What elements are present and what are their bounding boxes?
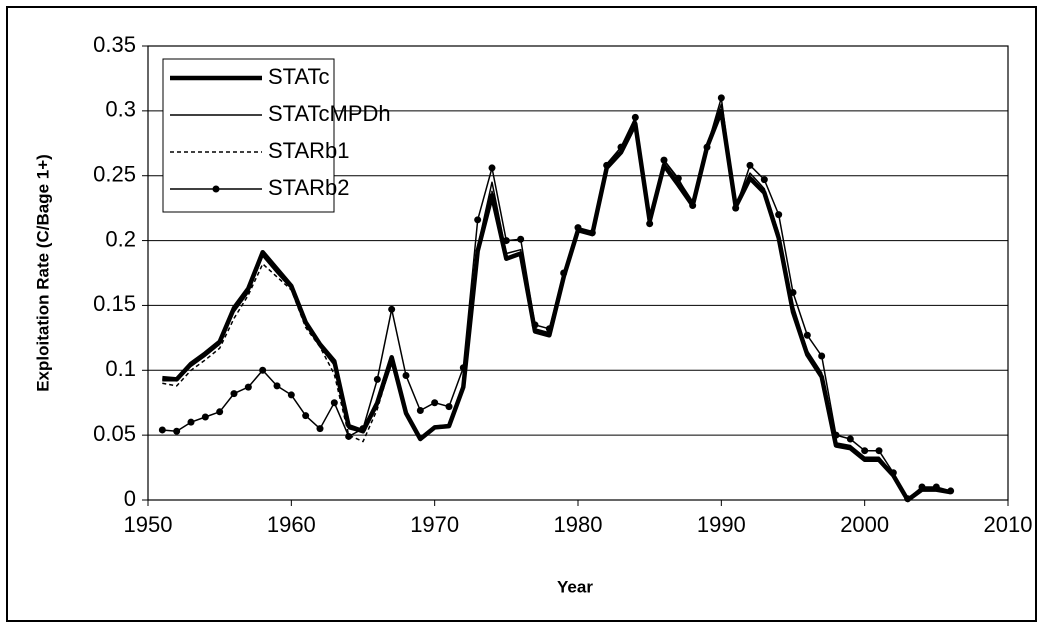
point xyxy=(402,371,410,379)
point xyxy=(674,174,682,182)
point xyxy=(689,202,697,210)
x-tick-label: 2000 xyxy=(840,512,889,537)
x-tick-label: 1990 xyxy=(697,512,746,537)
point xyxy=(488,164,496,172)
point xyxy=(588,229,596,237)
point xyxy=(259,366,267,374)
point xyxy=(617,143,625,151)
point xyxy=(646,220,654,228)
point xyxy=(932,483,940,491)
point xyxy=(359,425,367,433)
point xyxy=(316,425,324,433)
point xyxy=(789,288,797,296)
legend-label: STARb1 xyxy=(268,138,350,163)
point xyxy=(660,156,668,164)
point xyxy=(244,383,252,391)
point xyxy=(760,176,768,184)
y-tick-label: 0.3 xyxy=(105,97,136,122)
point xyxy=(947,487,955,495)
point xyxy=(846,435,854,443)
point xyxy=(388,305,396,313)
point xyxy=(545,325,553,333)
series-line xyxy=(162,97,951,500)
point xyxy=(287,391,295,399)
point xyxy=(904,495,912,503)
y-tick-label: 0.15 xyxy=(93,291,136,316)
point xyxy=(416,406,424,414)
point xyxy=(459,364,467,372)
point xyxy=(918,483,926,491)
y-tick-label: 0.2 xyxy=(105,226,136,251)
legend-marker xyxy=(212,185,220,193)
point xyxy=(373,375,381,383)
point xyxy=(818,352,826,360)
point xyxy=(330,399,338,407)
point xyxy=(732,204,740,212)
point xyxy=(574,224,582,232)
x-tick-label: 1970 xyxy=(410,512,459,537)
point xyxy=(517,235,525,243)
legend-label: STARb2 xyxy=(268,175,350,200)
point xyxy=(832,431,840,439)
point xyxy=(445,403,453,411)
series-line xyxy=(162,107,951,501)
point xyxy=(531,321,539,329)
point xyxy=(273,382,281,390)
y-tick-label: 0.25 xyxy=(93,162,136,187)
point xyxy=(502,237,510,245)
point xyxy=(158,426,166,434)
point xyxy=(474,216,482,224)
point xyxy=(889,469,897,477)
point xyxy=(302,412,310,420)
x-tick-label: 1980 xyxy=(554,512,603,537)
point xyxy=(560,269,568,277)
point xyxy=(431,399,439,407)
point xyxy=(230,390,238,398)
legend-label: STATc xyxy=(268,64,330,89)
x-tick-label: 1950 xyxy=(124,512,173,537)
legend-label: STATcMPDh xyxy=(268,101,391,126)
point xyxy=(201,413,209,421)
y-axis-title: Exploitation Rate (C/Bage 1+) xyxy=(33,154,52,392)
point xyxy=(703,143,711,151)
point xyxy=(717,94,725,102)
x-tick-label: 2010 xyxy=(984,512,1033,537)
point xyxy=(861,447,869,455)
point xyxy=(875,447,883,455)
y-tick-label: 0.35 xyxy=(93,32,136,57)
point xyxy=(173,427,181,435)
legend-box xyxy=(162,58,335,213)
y-tick-label: 0.05 xyxy=(93,421,136,446)
point xyxy=(803,331,811,339)
point xyxy=(187,418,195,426)
point xyxy=(603,161,611,169)
x-tick-label: 1960 xyxy=(267,512,316,537)
plot-frame xyxy=(147,45,1009,501)
y-tick-label: 0.1 xyxy=(105,356,136,381)
point xyxy=(746,161,754,169)
point xyxy=(345,432,353,440)
y-tick-label: 0 xyxy=(124,486,136,511)
point xyxy=(216,408,224,416)
point xyxy=(775,211,783,219)
point xyxy=(631,113,639,121)
x-axis-title: Year xyxy=(557,577,593,596)
